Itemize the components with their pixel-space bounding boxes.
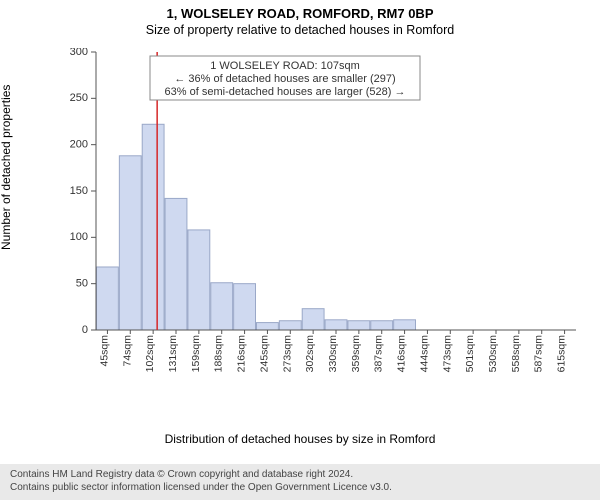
svg-text:0: 0	[82, 324, 88, 336]
histogram-bar	[165, 198, 187, 330]
info-line3: 63% of semi-detached houses are larger (…	[165, 86, 406, 98]
histogram-bar	[97, 267, 119, 330]
x-tick-label: 501sqm	[464, 335, 476, 373]
footer-line1: Contains HM Land Registry data © Crown c…	[10, 468, 590, 481]
x-tick-label: 473sqm	[441, 335, 453, 373]
svg-text:250: 250	[70, 92, 88, 104]
info-line2: ← 36% of detached houses are smaller (29…	[174, 73, 395, 85]
info-line1: 1 WOLSELEY ROAD: 107sqm	[210, 60, 360, 72]
x-tick-label: 359sqm	[350, 335, 362, 373]
histogram-bar	[348, 321, 370, 330]
x-tick-label: 131sqm	[167, 335, 179, 373]
x-tick-label: 245sqm	[258, 335, 270, 373]
x-tick-label: 330sqm	[327, 335, 339, 373]
footer: Contains HM Land Registry data © Crown c…	[0, 464, 600, 500]
histogram-bar	[142, 124, 164, 330]
x-tick-label: 45sqm	[98, 335, 110, 367]
svg-text:100: 100	[70, 231, 88, 243]
svg-text:200: 200	[70, 139, 88, 151]
histogram-bar	[119, 156, 141, 330]
histogram-bar	[211, 283, 233, 330]
x-tick-label: 615sqm	[556, 335, 568, 373]
svg-text:150: 150	[70, 185, 88, 197]
x-tick-label: 530sqm	[487, 335, 499, 373]
x-tick-label: 216sqm	[236, 335, 248, 373]
x-tick-label: 387sqm	[373, 335, 385, 373]
histogram-bar	[279, 321, 301, 330]
histogram-bar	[325, 320, 347, 330]
x-tick-label: 74sqm	[121, 335, 133, 367]
y-axis-label: Number of detached properties	[0, 85, 13, 250]
histogram-bar	[234, 284, 256, 330]
x-tick-label: 102sqm	[144, 335, 156, 373]
histogram-bar	[188, 230, 210, 330]
x-tick-label: 159sqm	[190, 335, 202, 373]
svg-text:50: 50	[76, 278, 88, 290]
x-tick-label: 587sqm	[533, 335, 545, 373]
histogram-bar	[394, 320, 416, 330]
x-tick-label: 273sqm	[281, 335, 293, 373]
x-tick-label: 416sqm	[396, 335, 408, 373]
x-tick-label: 302sqm	[304, 335, 316, 373]
histogram-bar	[371, 321, 393, 330]
histogram-bar	[257, 323, 279, 330]
histogram-bar	[302, 309, 324, 330]
chart-subtitle: Size of property relative to detached ho…	[0, 21, 600, 37]
svg-text:300: 300	[70, 48, 88, 58]
footer-line2: Contains public sector information licen…	[10, 481, 590, 494]
x-tick-label: 188sqm	[213, 335, 225, 373]
x-axis-caption: Distribution of detached houses by size …	[0, 432, 600, 446]
chart-container: 1, WOLSELEY ROAD, ROMFORD, RM7 0BP Size …	[0, 0, 600, 500]
x-tick-label: 558sqm	[510, 335, 522, 373]
chart-title: 1, WOLSELEY ROAD, ROMFORD, RM7 0BP	[0, 0, 600, 21]
histogram-plot: 0 50 100 150 200 250 300 45sqm 74sqm 102sqm 131sqm…	[60, 48, 580, 378]
x-tick-label: 444sqm	[418, 335, 430, 373]
